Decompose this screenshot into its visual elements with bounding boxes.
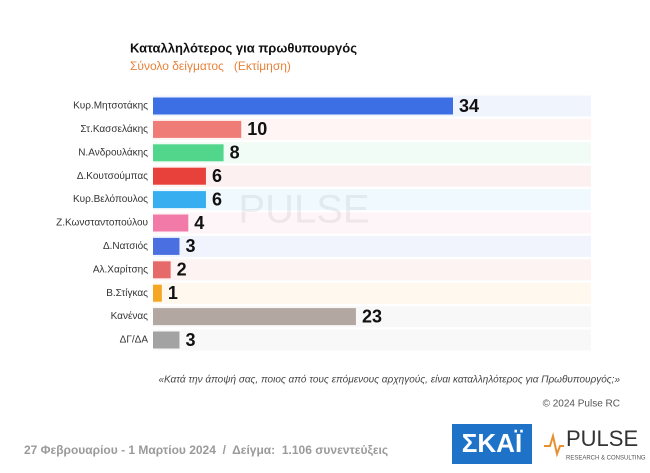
category-label: Ν.Ανδρουλάκης	[78, 146, 148, 158]
row-band	[153, 189, 591, 211]
pulse-logo-sub: RESEARCH & CONSULTING	[566, 456, 646, 462]
footer: 27 Φεβρουαρίου - 1 Μαρτίου 2024 / Δείγμα…	[24, 443, 388, 457]
bar	[153, 144, 224, 162]
category-label: Ζ.Κωνσταντοπούλου	[56, 217, 148, 229]
bar	[153, 97, 453, 115]
bar	[153, 237, 180, 255]
value-label: 3	[185, 330, 195, 350]
category-label: Β.Στίγκας	[106, 287, 148, 299]
chart-subtitle: Σύνολο δείγματος (Εκτίμηση)	[130, 59, 291, 73]
value-label: 6	[212, 189, 222, 209]
chart-title: Καταλληλότερος για πρωθυπουργός	[130, 40, 357, 55]
pulse-icon	[544, 432, 564, 458]
category-label: ΔΓ/ΔΑ	[120, 335, 149, 346]
row-band	[153, 212, 591, 234]
bar	[153, 331, 180, 349]
value-label: 34	[459, 96, 479, 116]
bar	[153, 191, 206, 209]
bar	[153, 284, 162, 302]
value-label: 23	[362, 306, 382, 326]
category-label: Δ.Κουτσούμπας	[77, 170, 148, 182]
category-label: Στ.Κασσελάκης	[80, 123, 148, 135]
value-label: 2	[177, 260, 187, 280]
bar	[153, 120, 242, 138]
category-label: Κυρ.Βελόπουλος	[73, 193, 148, 205]
value-label: 6	[212, 166, 222, 186]
value-label: 8	[230, 143, 240, 163]
question: «Κατά την άποψή σας, ποιος από τους επόμ…	[158, 374, 620, 386]
bar	[153, 167, 206, 185]
bar	[153, 308, 356, 326]
row-band	[153, 118, 591, 140]
row-band	[153, 259, 591, 281]
skai-logo-box	[452, 424, 532, 464]
row-band	[153, 329, 591, 351]
pulse-logo: PULSE	[566, 426, 638, 451]
category-label: Δ.Νατσιός	[103, 240, 148, 252]
category-label: Κυρ.Μητσοτάκης	[73, 100, 148, 112]
value-label: 4	[194, 213, 204, 233]
category-label: Κανένας	[111, 310, 149, 322]
row-band	[153, 235, 591, 257]
row-band	[153, 165, 591, 187]
bar	[153, 214, 189, 232]
value-label: 10	[247, 119, 267, 139]
watermark: PULSE	[238, 188, 369, 232]
value-label: 3	[185, 236, 195, 256]
bar	[153, 261, 171, 279]
row-band	[153, 142, 591, 164]
category-label: Αλ.Χαρίτσης	[93, 263, 148, 275]
copyright: © 2024 Pulse RC	[543, 399, 620, 410]
row-band	[153, 282, 591, 304]
value-label: 1	[168, 283, 178, 303]
skai-logo: ΣΚΑΪ	[462, 428, 523, 458]
